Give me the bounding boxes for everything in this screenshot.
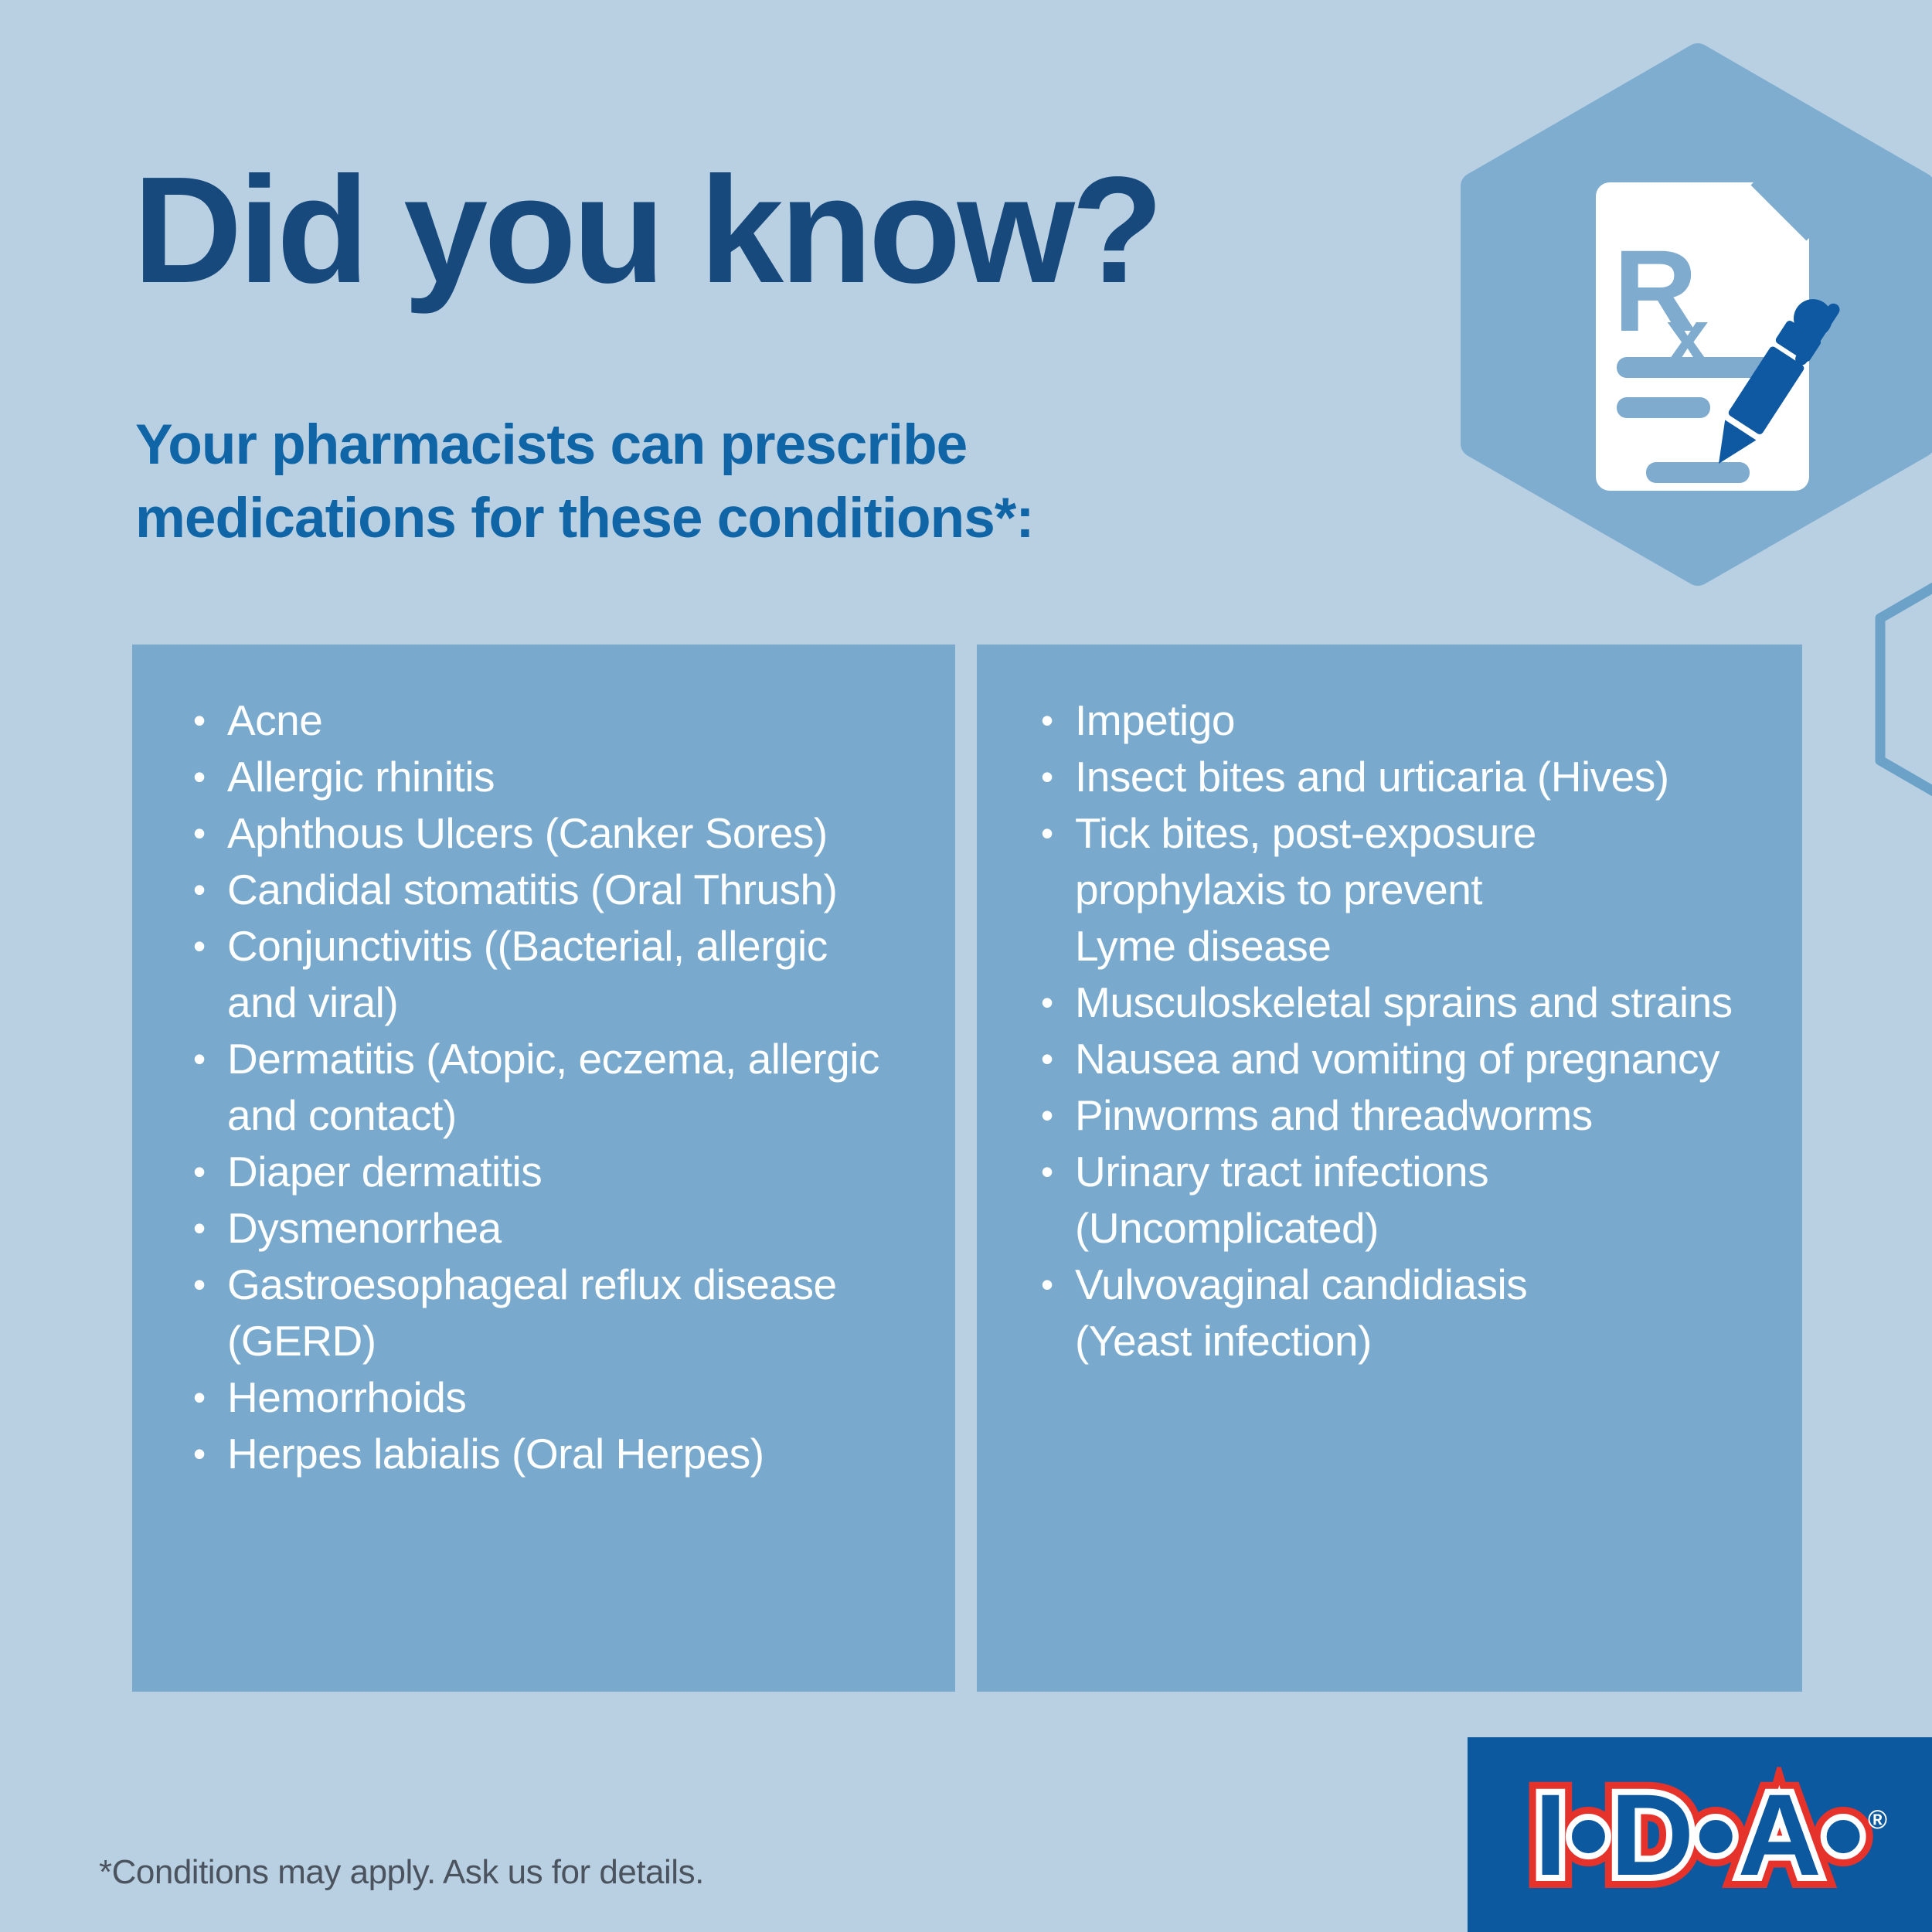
condition-text: Insect bites and urticaria (Hives) — [1075, 753, 1669, 801]
condition-list-item: • Candidal stomatitis (Oral Thrush) — [193, 862, 924, 918]
condition-list-item: • Dysmenorrhea — [193, 1200, 924, 1257]
prescription-hexagon-icon: R x — [1461, 43, 1932, 586]
outline-hexagon-decoration — [1875, 582, 1932, 797]
condition-list-item: • Aphthous Ulcers (Canker Sores) — [193, 805, 924, 862]
condition-list-item: • Tick bites, post-exposure — [1041, 805, 1771, 862]
condition-text: Herpes labialis (Oral Herpes) — [227, 1430, 764, 1478]
condition-list-item: • Nausea and vomiting of pregnancy — [1041, 1031, 1771, 1087]
bullet-icon: • — [1041, 813, 1053, 853]
condition-text: Urinary tract infections — [1075, 1148, 1489, 1196]
bullet-icon: • — [193, 1151, 206, 1192]
condition-text: (Uncomplicated) — [1075, 1204, 1379, 1252]
condition-text: prophylaxis to prevent — [1075, 866, 1483, 913]
outline-hexagon-shape — [1875, 582, 1932, 797]
conditions-panel-right: • Impetigo • Insect bites and urticaria (Hi… — [977, 645, 1802, 1692]
condition-text: Hemorrhoids — [227, 1373, 467, 1421]
bullet-icon: • — [1041, 982, 1053, 1022]
condition-list-item: • Gastroesophageal reflux disease — [193, 1257, 924, 1313]
condition-text: Vulvovaginal candidiasis — [1075, 1260, 1528, 1308]
bullet-icon: • — [193, 1264, 206, 1304]
condition-text: Conjunctivitis ((Bacterial, allergic — [227, 922, 828, 970]
condition-list-item: • Acne — [193, 692, 924, 749]
ida-wordmark-white-outline: I•D•A• — [1529, 1764, 1870, 1906]
condition-list-item: • Conjunctivitis ((Bacterial, allergic — [193, 918, 924, 975]
bullet-icon: • — [193, 1208, 206, 1248]
condition-continuation-line: and contact) — [193, 1087, 924, 1144]
bullet-icon: • — [193, 869, 206, 910]
page-subtitle: Your pharmacists can prescribe medicatio… — [135, 408, 1035, 555]
bullet-icon: • — [193, 1377, 206, 1417]
bullet-icon: • — [1041, 1264, 1053, 1304]
condition-text: Dysmenorrhea — [227, 1204, 502, 1252]
page-title: Did you know? — [133, 145, 1164, 315]
condition-text: and viral) — [227, 978, 399, 1026]
bullet-icon: • — [193, 813, 206, 853]
bullet-icon: • — [1041, 1151, 1053, 1192]
conditions-list-left: • Acne • Allergic rhinitis • Aphthous Ulcers … — [132, 645, 955, 1482]
condition-text: Pinworms and threadworms — [1075, 1091, 1593, 1139]
condition-text: Lyme disease — [1075, 922, 1332, 970]
condition-list-item: • Diaper dermatitis — [193, 1144, 924, 1200]
condition-list-item: • Dermatitis (Atopic, eczema, allergic — [193, 1031, 924, 1087]
condition-continuation-line: Lyme disease — [1041, 918, 1771, 975]
document-line-1 — [1617, 357, 1773, 378]
condition-text: Gastroesophageal reflux disease — [227, 1260, 837, 1308]
condition-list-item: • Musculoskeletal sprains and strains — [1041, 975, 1771, 1031]
condition-list-item: • Impetigo — [1041, 692, 1771, 749]
condition-text: Impetigo — [1075, 696, 1235, 744]
condition-text: Acne — [227, 696, 323, 744]
condition-continuation-line: (GERD) — [193, 1313, 924, 1369]
bullet-icon: • — [1041, 1039, 1053, 1079]
ida-wordmark-fill: I•D•A• — [1534, 1770, 1866, 1900]
bullet-icon: • — [193, 926, 206, 966]
condition-list-item: • Herpes labialis (Oral Herpes) — [193, 1426, 924, 1482]
condition-text: Dermatitis (Atopic, eczema, allergic — [227, 1035, 879, 1083]
condition-text: (Yeast infection) — [1075, 1317, 1372, 1365]
condition-text: Candidal stomatitis (Oral Thrush) — [227, 866, 838, 913]
conditions-list-right: • Impetigo • Insect bites and urticaria (Hi… — [977, 645, 1802, 1369]
condition-text: Allergic rhinitis — [227, 753, 495, 801]
subtitle-line-2: medications for these conditions*: — [135, 487, 1035, 549]
document-fold-line — [1750, 179, 1812, 241]
signature-line — [1646, 462, 1750, 483]
condition-list-item: • Pinworms and threadworms — [1041, 1087, 1771, 1144]
bullet-icon: • — [1041, 700, 1053, 740]
bullet-icon: • — [1041, 757, 1053, 797]
condition-text: and contact) — [227, 1091, 457, 1139]
ida-logo: I•D•A• I•D•A• I•D•A• ® — [1468, 1737, 1932, 1932]
condition-list-item: • Allergic rhinitis — [193, 749, 924, 805]
condition-text: Nausea and vomiting of pregnancy — [1075, 1035, 1719, 1083]
condition-continuation-line: and viral) — [193, 975, 924, 1031]
condition-text: Tick bites, post-exposure — [1075, 809, 1536, 857]
conditions-disclaimer: *Conditions may apply. Ask us for detail… — [99, 1853, 704, 1891]
conditions-panel-left: • Acne • Allergic rhinitis • Aphthous Ulcers … — [132, 645, 955, 1692]
ida-wordmark-red-outline: I•D•A• — [1522, 1757, 1877, 1913]
condition-continuation-line: (Uncomplicated) — [1041, 1200, 1771, 1257]
bullet-icon: • — [193, 700, 206, 740]
bullet-icon: • — [193, 1434, 206, 1474]
document-line-2 — [1617, 397, 1710, 418]
condition-text: (GERD) — [227, 1317, 376, 1365]
condition-text: Diaper dermatitis — [227, 1148, 543, 1196]
condition-list-item: • Hemorrhoids — [193, 1369, 924, 1426]
condition-continuation-line: (Yeast infection) — [1041, 1313, 1771, 1369]
condition-continuation-line: prophylaxis to prevent — [1041, 862, 1771, 918]
condition-list-item: • Insect bites and urticaria (Hives) — [1041, 749, 1771, 805]
pen-icon — [1719, 299, 1840, 464]
bullet-icon: • — [193, 1039, 206, 1079]
rx-symbol-r: R — [1614, 226, 1697, 355]
bullet-icon: • — [193, 757, 206, 797]
subtitle-line-1: Your pharmacists can prescribe — [135, 413, 968, 476]
condition-text: Aphthous Ulcers (Canker Sores) — [227, 809, 828, 857]
condition-list-item: • Urinary tract infections — [1041, 1144, 1771, 1200]
bullet-icon: • — [1041, 1095, 1053, 1135]
registered-trademark-icon: ® — [1868, 1805, 1888, 1835]
condition-text: Musculoskeletal sprains and strains — [1075, 978, 1733, 1026]
condition-list-item: • Vulvovaginal candidiasis — [1041, 1257, 1771, 1313]
